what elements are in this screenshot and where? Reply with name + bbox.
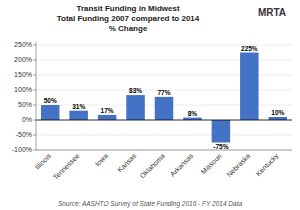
- bar: [41, 105, 59, 120]
- tick-mark: [33, 120, 36, 121]
- data-label: 31%: [72, 103, 85, 110]
- tick-label: 250%: [14, 41, 32, 48]
- grid: [36, 45, 292, 150]
- category-label: Missouri: [200, 152, 224, 176]
- tick-label: 150%: [14, 71, 32, 78]
- bars: [41, 53, 287, 143]
- tick-label: -50%: [16, 131, 32, 138]
- data-label: 17%: [101, 107, 114, 114]
- data-label: 10%: [271, 109, 284, 116]
- bar: [126, 95, 144, 120]
- tick-mark: [33, 135, 36, 136]
- title: Transit Funding in MidwestTotal Funding …: [57, 4, 200, 33]
- tick-label: 100%: [14, 86, 32, 93]
- data-label: 83%: [129, 87, 142, 94]
- bar: [269, 117, 287, 120]
- category-label: Kansas: [116, 152, 138, 174]
- tick-label: -100%: [12, 146, 32, 153]
- data-label: 50%: [44, 97, 57, 104]
- tick-mark: [33, 90, 36, 91]
- x-axis: [36, 150, 292, 151]
- bar: [155, 97, 173, 120]
- bar: [98, 115, 116, 120]
- title-line: Transit Funding in Midwest: [76, 4, 179, 13]
- tick-label: 0%: [22, 116, 32, 123]
- tick-mark: [33, 150, 36, 151]
- source: Source: AASHTO Survey of State Funding 2…: [58, 200, 243, 208]
- tick-mark: [33, 60, 36, 61]
- annotation: MRTA: [258, 7, 286, 18]
- bar: [69, 111, 87, 120]
- chart: Transit Funding in MidwestTotal Funding …: [0, 0, 300, 210]
- category-label: Nebraska: [225, 152, 251, 178]
- tick-label: 50%: [18, 101, 32, 108]
- category-label: Kentucky: [254, 152, 280, 178]
- data-label: -75%: [213, 143, 228, 150]
- zero-line: [36, 120, 292, 121]
- y-axis: [36, 42, 37, 150]
- title-line: % Change: [109, 24, 148, 33]
- category-label: Arkansas: [169, 152, 195, 178]
- grid-line: [36, 135, 292, 136]
- grid-line: [36, 120, 292, 121]
- title-line: Total Funding 2007 compared to 2014: [57, 14, 200, 23]
- category-label: Tennessee: [52, 152, 81, 181]
- bar: [240, 53, 258, 121]
- category-label: Iowa: [94, 152, 109, 167]
- tick-mark: [33, 105, 36, 106]
- data-label: 77%: [157, 89, 170, 96]
- tick-mark: [33, 45, 36, 46]
- category-label: Oklahoma: [138, 152, 166, 180]
- tick-mark: [33, 75, 36, 76]
- data-label: 8%: [188, 110, 198, 117]
- grid-line: [36, 150, 292, 151]
- bar: [212, 120, 230, 143]
- category-label: Illinois: [34, 152, 53, 171]
- data-label: 225%: [241, 45, 258, 52]
- tick-label: 200%: [14, 56, 32, 63]
